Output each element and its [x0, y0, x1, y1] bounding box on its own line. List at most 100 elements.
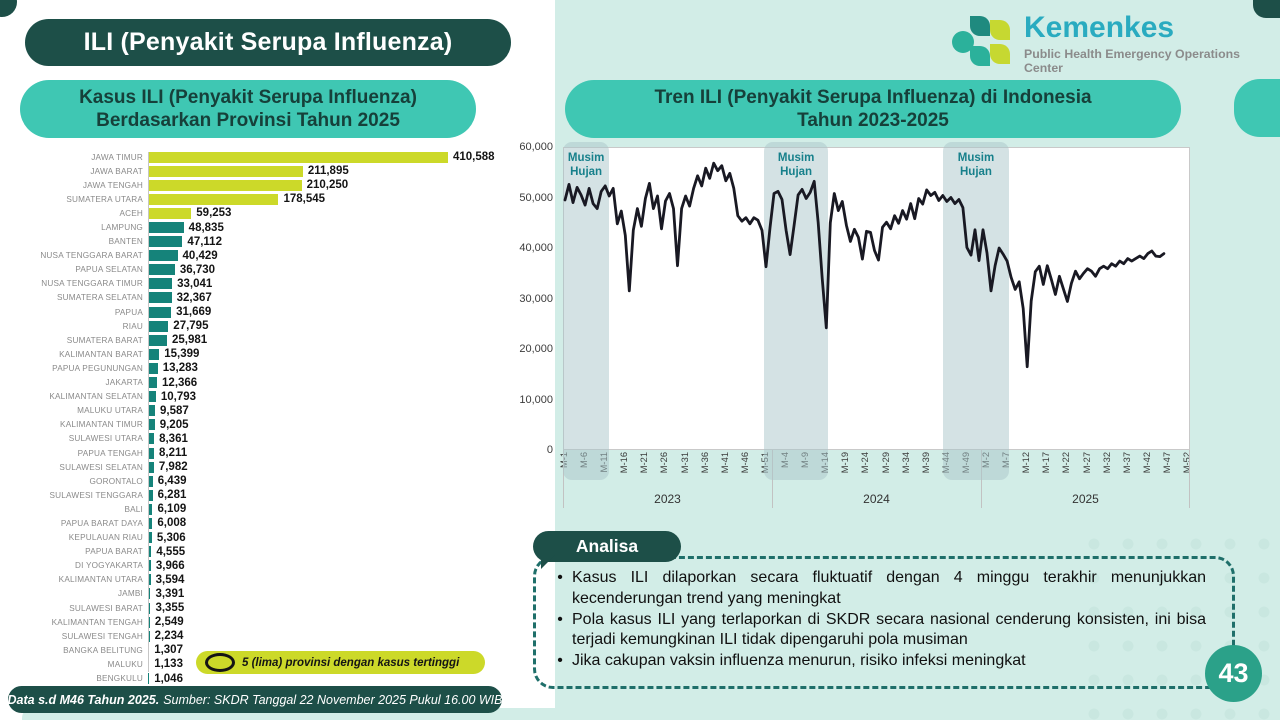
kemenkes-logo-icon	[950, 12, 1014, 75]
bar-chart-rows: JAWA TIMUR 410,588 JAWA BARAT 211,895 JAWA T…	[30, 150, 500, 686]
province-label: JAWA BARAT	[90, 166, 143, 176]
province-bar	[148, 264, 175, 276]
province-label: KALIMANTAN TENGAH	[51, 617, 143, 627]
province-bar	[148, 165, 303, 177]
province-bar	[148, 391, 156, 403]
province-value: 3,594	[155, 573, 185, 586]
province-bar	[148, 433, 155, 445]
x-tick-label: M-19	[840, 452, 851, 474]
province-value: 2,234	[154, 630, 184, 643]
province-bar	[148, 419, 155, 431]
analysis-bullet-list: • Kasus ILI dilaporkan secara fluktuatif …	[536, 559, 1232, 672]
province-label: JAMBI	[117, 589, 143, 599]
province-label: PAPUA SELATAN	[75, 265, 143, 275]
kemenkes-brand-subtitle: Public Health Emergency Operations Cente…	[1024, 46, 1240, 75]
province-bar	[148, 377, 158, 389]
bar-row: BENGKULU 1,046	[30, 671, 500, 685]
year-separator	[563, 450, 564, 508]
province-bar	[148, 236, 183, 248]
bar-row: DI YOGYAKARTA 3,966	[30, 559, 500, 573]
province-label: JAWA TIMUR	[91, 152, 143, 162]
province-value: 6,439	[157, 475, 187, 488]
bar-row: GORONTALO 6,439	[30, 474, 500, 488]
province-label: PAPUA BARAT DAYA	[60, 518, 143, 528]
y-tick-label: 30,000	[519, 292, 553, 305]
bar-row: KALIMANTAN TENGAH 2,549	[30, 615, 500, 629]
y-tick-label: 20,000	[519, 343, 553, 355]
province-value: 3,391	[155, 587, 185, 600]
analysis-header: Analisa	[533, 531, 681, 569]
province-bar	[148, 475, 153, 487]
province-label: KALIMANTAN TIMUR	[60, 420, 143, 430]
bar-row: ACEH 59,253	[30, 206, 500, 220]
province-bar	[148, 517, 153, 529]
analysis-bullet: • Kasus ILI dilaporkan secara fluktuatif …	[548, 568, 1206, 610]
bar-row: SULAWESI BARAT 3,355	[30, 601, 500, 615]
bar-row: NUSA TENGGARA BARAT 40,429	[30, 249, 500, 263]
province-value: 211,895	[307, 165, 349, 178]
bar-row: LAMPUNG 48,835	[30, 220, 500, 234]
province-bar	[148, 334, 167, 346]
bar-row: SUMATERA SELATAN 32,367	[30, 291, 500, 305]
bar-row: JAWA BARAT 211,895	[30, 164, 500, 178]
x-tick-label: M-29	[880, 452, 891, 474]
x-tick-label: M-37	[1121, 452, 1132, 474]
rainy-season-label: Musim Hujan	[957, 152, 995, 179]
province-label: SULAWESI TENGAH	[61, 631, 143, 641]
province-label: KALIMANTAN BARAT	[59, 349, 143, 359]
province-bar	[148, 320, 169, 332]
province-bar	[148, 151, 448, 163]
bar-row: PAPUA BARAT DAYA 6,008	[30, 516, 500, 530]
province-value: 2,549	[154, 616, 184, 629]
province-label: JAKARTA	[105, 378, 143, 388]
province-label: KALIMANTAN SELATAN	[49, 392, 143, 402]
trend-line-chart: MusimHujanMusimHujanMusimHujanM-1M-6M-11…	[559, 140, 1192, 512]
highlight-oval-icon	[205, 653, 235, 672]
x-tick-label: M-26	[659, 452, 670, 474]
province-value: 13,283	[162, 362, 198, 375]
province-label: NUSA TENGGARA TIMUR	[41, 279, 143, 289]
footer-source: Sumber: SKDR Tanggal 22 November 2025 Pu…	[163, 692, 503, 707]
province-bar	[148, 588, 151, 600]
x-tick-label: M-42	[1141, 452, 1152, 474]
province-value: 47,112	[187, 235, 222, 248]
province-value: 6,008	[157, 517, 187, 530]
x-tick-label: M-24	[860, 452, 871, 474]
province-label: PAPUA PEGUNUNGAN	[52, 363, 143, 373]
year-label: 2024	[863, 492, 890, 506]
analysis-bullet-text: Pola kasus ILI yang terlaporkan di SKDR …	[572, 610, 1206, 649]
province-label: SUMATERA UTARA	[66, 194, 143, 204]
page-number-badge: 43	[1205, 645, 1262, 702]
province-label: ACEH	[119, 208, 143, 218]
province-value: 15,399	[164, 348, 200, 361]
analysis-bullet-text: Kasus ILI dilaporkan secara fluktuatif d…	[572, 569, 1206, 607]
y-tick-label: 0	[546, 444, 553, 456]
footer-data-cutoff: Data s.d M46 Tahun 2025.	[7, 692, 160, 707]
y-tick-label: 50,000	[519, 191, 553, 204]
bar-row: KALIMANTAN SELATAN 10,793	[30, 390, 500, 404]
x-tick-label: M-52	[1181, 452, 1192, 474]
province-value: 1,307	[154, 644, 183, 657]
province-bar	[148, 250, 178, 262]
bar-row: JAKARTA 12,366	[30, 376, 500, 390]
bar-row: JAWA TIMUR 410,588	[30, 150, 500, 164]
province-bar	[148, 503, 153, 515]
edge-blob-decoration	[1234, 79, 1280, 137]
province-value: 10,793	[160, 390, 197, 403]
province-label: RIAU	[122, 321, 143, 331]
province-value: 40,429	[182, 249, 218, 262]
province-value: 6,109	[157, 503, 187, 516]
province-label: MALUKU UTARA	[77, 406, 143, 416]
province-bar	[148, 673, 150, 685]
year-label: 2023	[654, 492, 681, 506]
province-bar	[148, 222, 184, 234]
analysis-bullet: • Jika cakupan vaksin influenza menurun, …	[548, 651, 1206, 672]
rainy-season-band: Musim Hujan	[942, 142, 1010, 480]
x-tick-label: M-36	[699, 452, 710, 474]
province-label: SULAWESI TENGGARA	[49, 490, 143, 500]
bar-row: PAPUA PEGUNUNGAN 13,283	[30, 361, 500, 375]
bar-row: SULAWESI TENGAH 2,234	[30, 629, 500, 643]
bullet-icon: •	[557, 610, 563, 628]
province-bar	[148, 405, 155, 417]
province-bar	[148, 489, 153, 501]
